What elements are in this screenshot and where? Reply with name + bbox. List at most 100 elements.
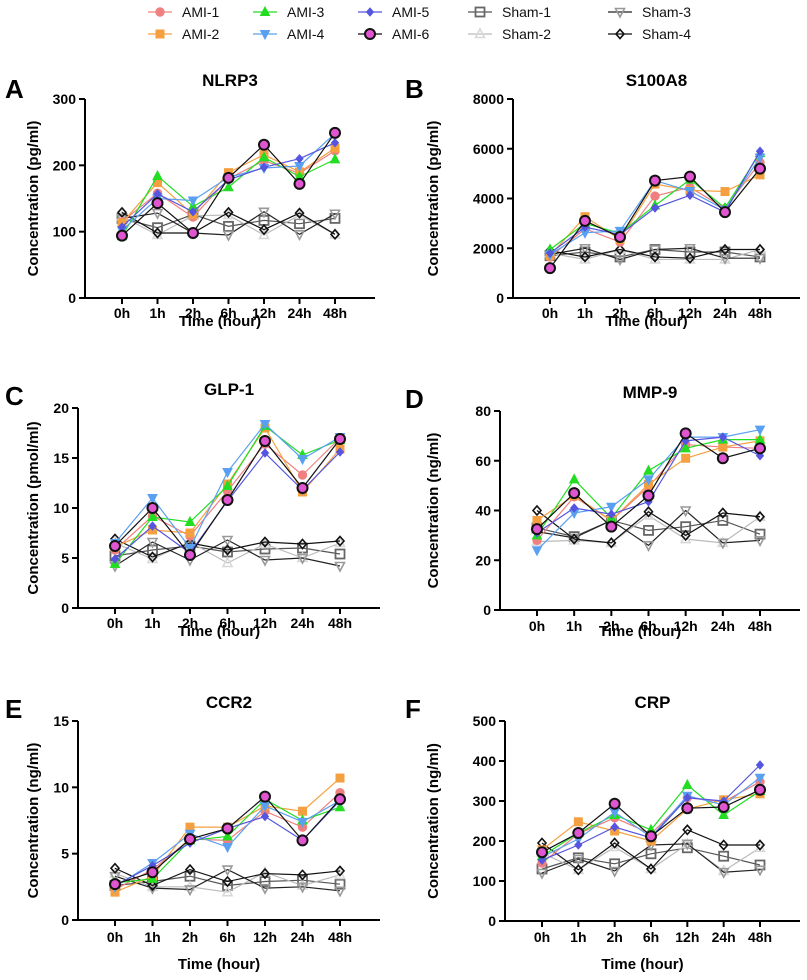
data-point: [297, 869, 308, 881]
x-axis-label: Time (hour): [605, 313, 687, 330]
data-point: [649, 245, 661, 257]
data-point: [329, 228, 341, 241]
x-tick-label: 2h: [185, 305, 201, 321]
panel-letter: D: [405, 384, 424, 414]
data-point: [645, 830, 657, 843]
data-point: [259, 435, 271, 447]
y-tick-label: 300: [473, 793, 497, 809]
y-tick-label: 60: [475, 453, 491, 469]
data-point: [642, 541, 655, 553]
x-axis-label: Time (hour): [599, 623, 681, 640]
x-tick-label: 24h: [290, 615, 314, 631]
x-tick-label: 2h: [182, 615, 198, 631]
y-tick-label: 100: [53, 224, 77, 240]
legend-entry: AMI-2: [148, 26, 220, 42]
x-tick-label: 12h: [675, 929, 699, 945]
y-tick-label: 500: [473, 713, 497, 729]
x-tick-label: 12h: [678, 305, 702, 321]
y-axis-label: Concentration (pmol/ml): [25, 421, 42, 594]
data-point: [184, 515, 196, 526]
legend-marker-circle-big-icon: [364, 28, 376, 40]
data-point: [296, 882, 309, 894]
y-tick-label: 8000: [473, 91, 504, 107]
data-point: [334, 865, 346, 877]
y-axis-label: Concentration (ng/ml): [425, 433, 442, 589]
data-point: [579, 243, 591, 255]
data-point: [260, 811, 270, 822]
series-line: [121, 211, 336, 236]
data-point: [296, 878, 309, 890]
legend-label: Sham-1: [502, 4, 551, 20]
data-point: [109, 862, 121, 874]
legend-marker-triangle-up-open-icon: [474, 27, 486, 39]
chart-title: CCR2: [206, 693, 252, 712]
x-tick-label: 0h: [107, 615, 123, 631]
data-point: [147, 494, 158, 505]
x-tick-label: 0h: [114, 305, 130, 321]
x-tick-label: 6h: [220, 305, 236, 321]
data-point: [754, 442, 766, 455]
legend-entry: AMI-1: [148, 4, 220, 20]
x-axis-label: Time (hour): [178, 623, 260, 640]
data-point: [151, 208, 164, 220]
data-point: [259, 867, 271, 880]
data-point: [755, 760, 765, 770]
y-tick-label: 15: [53, 713, 69, 729]
chart-title: NLRP3: [202, 71, 258, 90]
data-point: [572, 827, 585, 839]
data-point: [146, 502, 159, 514]
data-point: [754, 511, 766, 523]
x-tick-label: 12h: [252, 305, 276, 321]
data-point: [329, 153, 341, 164]
data-point: [188, 207, 198, 217]
x-axis-label: Time (hour): [178, 956, 260, 973]
series-line: [121, 214, 336, 236]
x-tick-label: 6h: [647, 305, 663, 321]
chart-panel-e-ccr2: E CCR2 0 5 10 15 0h 1h 2h 6h 12h 24h 48h Time (hour) C…: [5, 693, 380, 973]
legend-label: Sham-2: [502, 26, 551, 42]
data-point: [568, 487, 581, 500]
data-point: [574, 840, 583, 850]
data-point: [614, 255, 626, 267]
data-point: [685, 190, 695, 201]
y-tick-label: 0: [488, 913, 496, 929]
data-point: [754, 243, 766, 256]
data-point: [297, 874, 308, 886]
data-point: [222, 171, 235, 184]
data-point: [147, 551, 158, 563]
y-tick-label: 200: [473, 833, 497, 849]
y-tick-label: 0: [68, 290, 76, 306]
y-tick-label: 100: [473, 873, 497, 889]
data-point: [223, 181, 234, 192]
chart-title: S100A8: [626, 71, 687, 90]
y-tick-label: 4000: [473, 191, 504, 207]
data-point: [187, 196, 199, 207]
series-line: [114, 538, 341, 558]
data-point: [109, 540, 121, 552]
data-point: [682, 778, 693, 789]
axes: 0 5 10 15 0h 1h 2h 6h 12h 24h 48h: [53, 713, 380, 945]
series-sham-4: [531, 504, 766, 549]
data-point: [531, 504, 543, 517]
series-line: [536, 509, 761, 547]
data-point: [110, 554, 120, 564]
x-tick-label: 24h: [712, 929, 736, 945]
data-point: [717, 507, 728, 519]
x-tick-label: 6h: [219, 929, 235, 945]
data-point: [330, 138, 340, 148]
y-tick-label: 15: [53, 450, 69, 466]
x-tick-label: 6h: [643, 929, 659, 945]
y-tick-label: 0: [61, 600, 69, 616]
data-point: [109, 878, 121, 891]
legend-entry: Sham-1: [468, 4, 551, 20]
data-point: [152, 222, 163, 234]
series-line: [114, 868, 341, 892]
data-point: [537, 855, 547, 865]
series-ami-6: [544, 162, 766, 275]
legend-marker-triangle-down-open-icon: [614, 7, 626, 19]
data-point: [258, 207, 270, 219]
x-tick-label: 48h: [748, 305, 772, 321]
data-point: [297, 538, 308, 550]
legend-entry: Sham-4: [608, 26, 691, 42]
data-point: [650, 203, 660, 213]
